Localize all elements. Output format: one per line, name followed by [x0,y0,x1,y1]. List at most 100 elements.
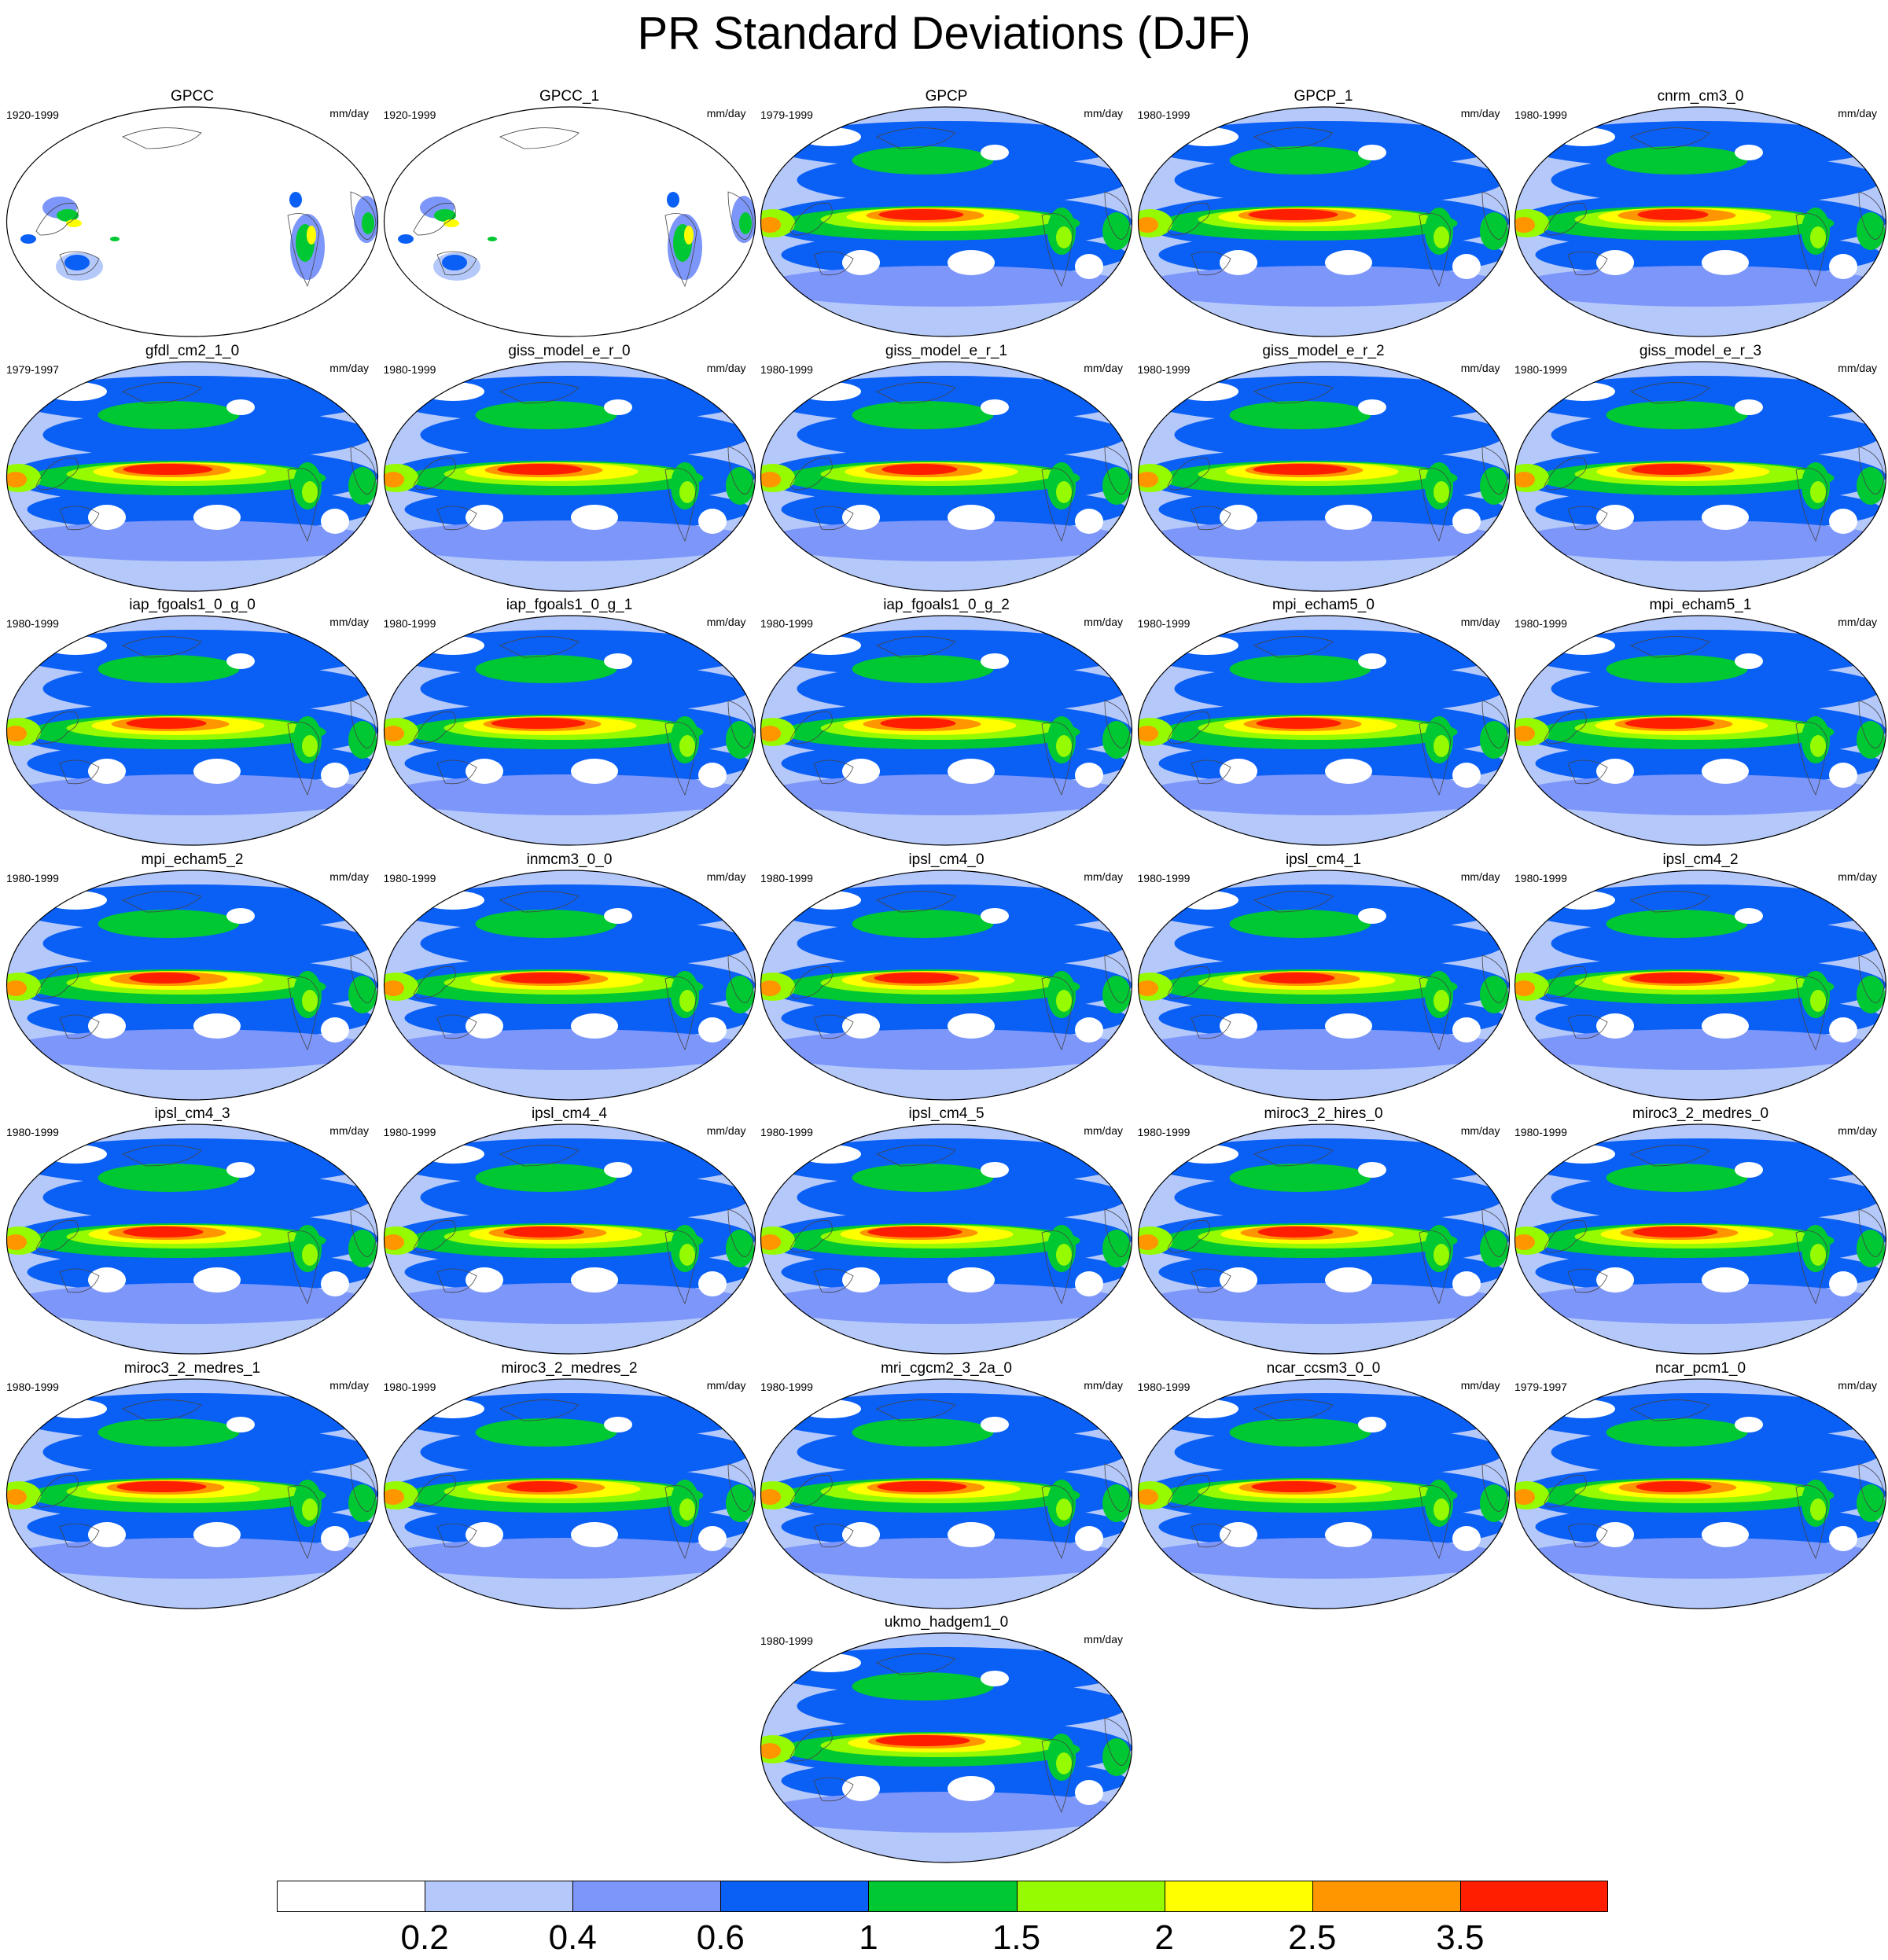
panel-title: cnrm_cm3_0 [1657,88,1744,105]
panel-unit: mm/day [706,1124,746,1137]
map-panel: miroc3_2_hires_0 1980-1999 mm/day [1136,1105,1511,1355]
colorbar-tick-label: 0.2 [400,1918,449,1957]
precipitation-map [760,106,1133,337]
precipitation-map [760,615,1133,846]
panel-period: 1979-1997 [6,362,59,376]
panel-unit: mm/day [329,107,369,120]
panel-title: ukmo_hadgem1_0 [884,1614,1009,1631]
map-panel: mri_cgcm2_3_2a_0 1980-1999 mm/day [759,1360,1134,1610]
colorbar-swatch [277,1881,425,1912]
map-panel: ipsl_cm4_4 1980-1999 mm/day [382,1105,757,1355]
colorbar-tick-label: 3.5 [1436,1918,1485,1957]
panel-unit: mm/day [1084,107,1123,120]
panel-period: 1980-1999 [383,1126,436,1138]
panel-period: 1979-1997 [1514,1380,1567,1393]
colorbar-border [1607,1881,1608,1912]
panel-period: 1920-1999 [383,108,436,121]
map-panel: ncar_pcm1_0 1979-1997 mm/day [1513,1360,1888,1610]
map-panel: giss_model_e_r_0 1980-1999 mm/day [382,343,757,593]
colorbar-swatch [1459,1881,1608,1912]
panel-period: 1980-1999 [760,1635,813,1647]
precipitation-map [1137,869,1510,1101]
colorbar-swatch [1164,1881,1312,1912]
precipitation-map [383,869,756,1101]
panel-period: 1980-1999 [383,362,436,376]
panel-title: giss_model_e_r_3 [1639,342,1762,359]
panel-period: 1980-1999 [1137,1380,1191,1393]
map-panel: GPCP_1 1980-1999 mm/day [1136,88,1511,338]
panel-period: 1980-1999 [1514,108,1567,121]
precipitation-map [6,1377,379,1609]
map-panel: iap_fgoals1_0_g_1 1980-1999 mm/day [382,597,757,847]
map-panel: giss_model_e_r_2 1980-1999 mm/day [1136,343,1511,593]
panel-title: miroc3_2_medres_2 [501,1359,638,1377]
map-panel: iap_fgoals1_0_g_2 1980-1999 mm/day [759,597,1134,847]
panel-period: 1980-1999 [760,1126,813,1138]
map-panel: miroc3_2_medres_1 1980-1999 mm/day [5,1360,380,1610]
panel-unit: mm/day [1460,1378,1500,1392]
panel-unit: mm/day [1838,361,1877,374]
panel-unit: mm/day [329,616,369,628]
panel-period: 1980-1999 [1137,871,1191,884]
precipitation-map [1137,615,1510,846]
map-panel: ipsl_cm4_3 1980-1999 mm/day [5,1105,380,1355]
panel-title: ipsl_cm4_4 [531,1105,608,1122]
map-panel: ipsl_cm4_2 1980-1999 mm/day [1513,851,1888,1101]
panel-title: GPCP [925,88,968,105]
panel-period: 1980-1999 [1137,108,1191,121]
panel-unit: mm/day [1084,870,1123,883]
precipitation-map [760,869,1133,1101]
panel-period: 1980-1999 [6,871,59,884]
panel-unit: mm/day [329,1124,369,1137]
precipitation-map [6,1123,379,1355]
colorbar-tick-label: 1.5 [992,1918,1041,1957]
precipitation-map [760,360,1133,592]
panel-title: GPCC [171,88,214,105]
panel-title: mri_cgcm2_3_2a_0 [881,1359,1012,1377]
panel-unit: mm/day [1084,616,1123,628]
panel-period: 1980-1999 [6,617,59,630]
panel-title: ipsl_cm4_3 [154,1105,230,1122]
panel-title: iap_fgoals1_0_g_0 [129,597,256,613]
panel-title: inmcm3_0_0 [526,851,613,868]
figure-title: PR Standard Deviations (DJF) [637,8,1251,59]
map-panel: mpi_echam5_1 1980-1999 mm/day [1513,597,1888,847]
map-panel: gfdl_cm2_1_0 1979-1997 mm/day [5,343,380,593]
precipitation-map [1514,869,1887,1101]
panel-period: 1980-1999 [383,617,436,630]
map-panel: GPCC 1920-1999 mm/day [5,88,380,338]
panel-title: giss_model_e_r_1 [885,342,1008,359]
panel-unit: mm/day [1460,107,1500,120]
panel-title: gfdl_cm2_1_0 [145,342,240,359]
map-panel: giss_model_e_r_1 1980-1999 mm/day [759,343,1134,593]
colorbar-swatch [868,1881,1017,1912]
panel-unit: mm/day [1838,107,1877,120]
panel-unit: mm/day [1084,1124,1123,1137]
panel-period: 1980-1999 [1514,362,1567,376]
precipitation-map [1137,1377,1510,1609]
panel-title: ipsl_cm4_2 [1662,851,1739,868]
panel-title: giss_model_e_r_2 [1262,342,1385,359]
panel-unit: mm/day [706,870,746,883]
colorbar [277,1881,1608,1914]
panel-grid: GPCC 1920-1999 mm/day GPCC_1 1920-1999 mm/day… [5,88,1888,1865]
map-panel: ipsl_cm4_1 1980-1999 mm/day [1136,851,1511,1101]
precipitation-map [6,106,379,337]
panel-period: 1980-1999 [1514,617,1567,630]
panel-period: 1980-1999 [760,362,813,376]
map-panel: ipsl_cm4_0 1980-1999 mm/day [759,851,1134,1101]
precipitation-map [6,615,379,846]
precipitation-map [383,1377,756,1609]
panel-unit: mm/day [1460,616,1500,628]
panel-unit: mm/day [329,1378,369,1392]
map-panel: ukmo_hadgem1_0 1980-1999 mm/day [759,1614,1134,1864]
precipitation-map [760,1123,1133,1355]
colorbar-tick-label: 0.4 [548,1918,597,1957]
panel-title: ipsl_cm4_1 [1285,851,1362,868]
panel-unit: mm/day [329,361,369,374]
panel-title: GPCC_1 [539,88,600,105]
precipitation-map [1137,360,1510,592]
panel-title: mpi_echam5_1 [1649,597,1752,613]
precipitation-map [6,869,379,1101]
panel-period: 1980-1999 [760,871,813,884]
